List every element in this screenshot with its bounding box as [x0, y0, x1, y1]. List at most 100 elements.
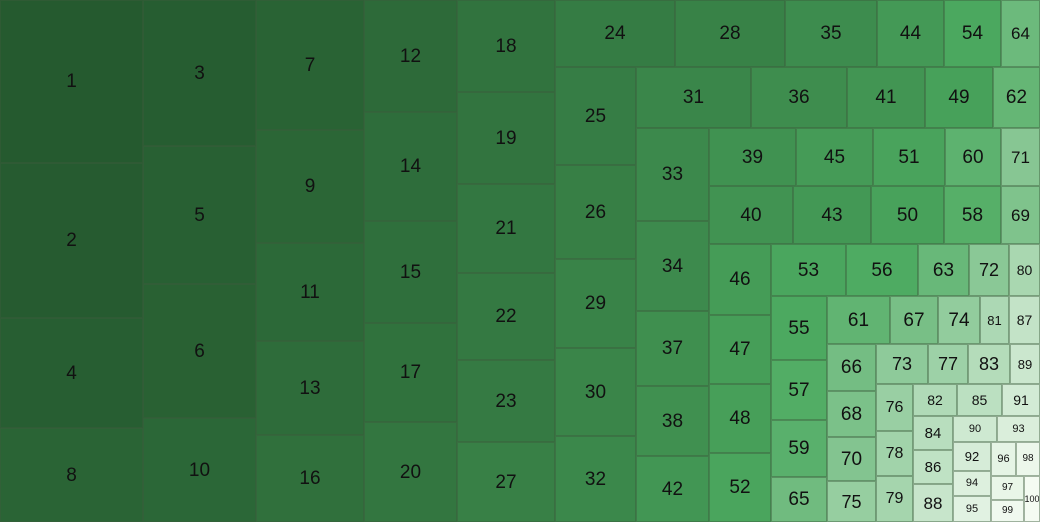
treemap-tile-28: 28	[675, 0, 785, 67]
treemap-tile-56: 56	[846, 244, 918, 296]
treemap-tile-label: 72	[978, 260, 1000, 280]
treemap-tile-7: 7	[256, 0, 364, 130]
treemap-tile-59: 59	[771, 420, 827, 477]
treemap-tile-label: 73	[891, 354, 913, 374]
treemap-tile-label: 85	[971, 392, 988, 408]
treemap-tile-label: 90	[968, 422, 982, 435]
treemap-tile-43: 43	[793, 186, 871, 244]
treemap-tile-label: 51	[898, 146, 920, 168]
treemap-tile-label: 37	[661, 338, 684, 359]
treemap-tile-label: 62	[1005, 87, 1028, 108]
treemap-tile-label: 39	[741, 146, 764, 168]
treemap-tile-78: 78	[876, 431, 913, 476]
treemap-tile-label: 99	[1001, 505, 1014, 516]
treemap-tile-35: 35	[785, 0, 877, 67]
treemap-tile-label: 42	[661, 478, 684, 500]
treemap-tile-label: 26	[584, 201, 607, 223]
treemap-tile-label: 53	[797, 259, 820, 281]
treemap-tile-label: 25	[584, 105, 607, 127]
treemap-tile-label: 32	[584, 468, 607, 490]
treemap-tile-label: 100	[1024, 493, 1040, 504]
treemap-tile-label: 95	[965, 502, 979, 515]
treemap-tile-label: 38	[661, 410, 684, 432]
treemap-tile-label: 79	[885, 490, 904, 507]
treemap-tile-label: 14	[399, 156, 422, 177]
treemap-tile-24: 24	[555, 0, 675, 67]
treemap-tile-22: 22	[457, 273, 555, 360]
treemap-tile-54: 54	[944, 0, 1001, 67]
treemap-tile-18: 18	[457, 0, 555, 92]
treemap-tile-label: 9	[304, 176, 316, 197]
treemap-tile-15: 15	[364, 221, 457, 323]
treemap-tile-label: 49	[948, 87, 970, 108]
treemap-tile-37: 37	[636, 311, 709, 386]
treemap-tile-76: 76	[876, 384, 913, 431]
treemap-tile-92: 92	[953, 442, 991, 471]
treemap-tile-46: 46	[709, 244, 771, 315]
treemap-tile-label: 8	[66, 464, 77, 486]
treemap-tile-label: 23	[495, 390, 517, 412]
treemap-tile-65: 65	[771, 477, 827, 522]
treemap-tile-44: 44	[877, 0, 944, 67]
treemap-tile-49: 49	[925, 67, 993, 128]
treemap-tile-41: 41	[847, 67, 925, 128]
treemap-tile-52: 52	[709, 453, 771, 522]
treemap-tile-label: 47	[729, 339, 751, 360]
treemap-tile-4: 4	[0, 318, 143, 428]
treemap-tile-47: 47	[709, 315, 771, 384]
treemap-tile-8: 8	[0, 428, 143, 522]
treemap-tile-10: 10	[143, 418, 256, 522]
treemap-tile-label: 22	[495, 306, 517, 327]
treemap-tile-74: 74	[938, 296, 980, 344]
treemap-tile-label: 1	[66, 71, 77, 92]
treemap-tile-label: 77	[937, 354, 959, 374]
treemap-tile-27: 27	[457, 442, 555, 522]
treemap-tile-label: 89	[1017, 356, 1033, 372]
treemap-tile-89: 89	[1010, 344, 1040, 384]
treemap-tile-label: 31	[682, 87, 705, 108]
treemap-tile-95: 95	[953, 496, 991, 522]
treemap-tile-90: 90	[953, 416, 997, 442]
treemap-tile-label: 88	[923, 493, 943, 513]
treemap-tile-98: 98	[1016, 442, 1040, 476]
treemap-tile-40: 40	[709, 186, 793, 244]
treemap-tile-label: 40	[740, 204, 762, 226]
treemap-tile-label: 50	[896, 204, 919, 226]
treemap-tile-57: 57	[771, 360, 827, 420]
treemap-tile-label: 66	[840, 357, 863, 378]
treemap-tile-label: 57	[788, 379, 810, 401]
treemap-tile-label: 84	[924, 424, 942, 442]
treemap-tile-69: 69	[1001, 186, 1040, 244]
treemap-tile-91: 91	[1002, 384, 1040, 416]
treemap-tile-label: 16	[299, 468, 321, 489]
treemap-tile-17: 17	[364, 323, 457, 422]
treemap-tile-label: 15	[399, 261, 422, 283]
treemap-tile-label: 83	[978, 354, 1000, 374]
treemap-tile-50: 50	[871, 186, 944, 244]
treemap-tile-label: 91	[1013, 392, 1029, 408]
treemap-tile-label: 69	[1011, 205, 1030, 225]
treemap-tile-label: 54	[961, 23, 984, 44]
treemap-tile-48: 48	[709, 384, 771, 453]
treemap-tile-19: 19	[457, 92, 555, 184]
treemap-tile-12: 12	[364, 0, 457, 112]
treemap-tile-83: 83	[968, 344, 1010, 384]
treemap-tile-99: 99	[991, 500, 1024, 522]
treemap-tile-label: 34	[661, 255, 684, 277]
treemap-tile-label: 65	[788, 489, 810, 510]
treemap-tile-label: 43	[821, 204, 843, 226]
treemap-tile-label: 36	[788, 87, 810, 108]
treemap-tile-21: 21	[457, 184, 555, 273]
treemap-tile-label: 86	[924, 458, 942, 476]
treemap-tile-86: 86	[913, 450, 953, 484]
treemap-tile-label: 46	[729, 269, 751, 290]
treemap-tile-60: 60	[945, 128, 1001, 186]
treemap-tile-42: 42	[636, 456, 709, 522]
treemap-tile-67: 67	[890, 296, 938, 344]
treemap-tile-label: 94	[965, 477, 979, 489]
treemap-tile-1: 1	[0, 0, 143, 163]
treemap-tile-label: 60	[962, 146, 984, 168]
treemap-tile-6: 6	[143, 284, 256, 418]
treemap-tile-77: 77	[928, 344, 968, 384]
treemap-tile-label: 7	[304, 54, 316, 76]
